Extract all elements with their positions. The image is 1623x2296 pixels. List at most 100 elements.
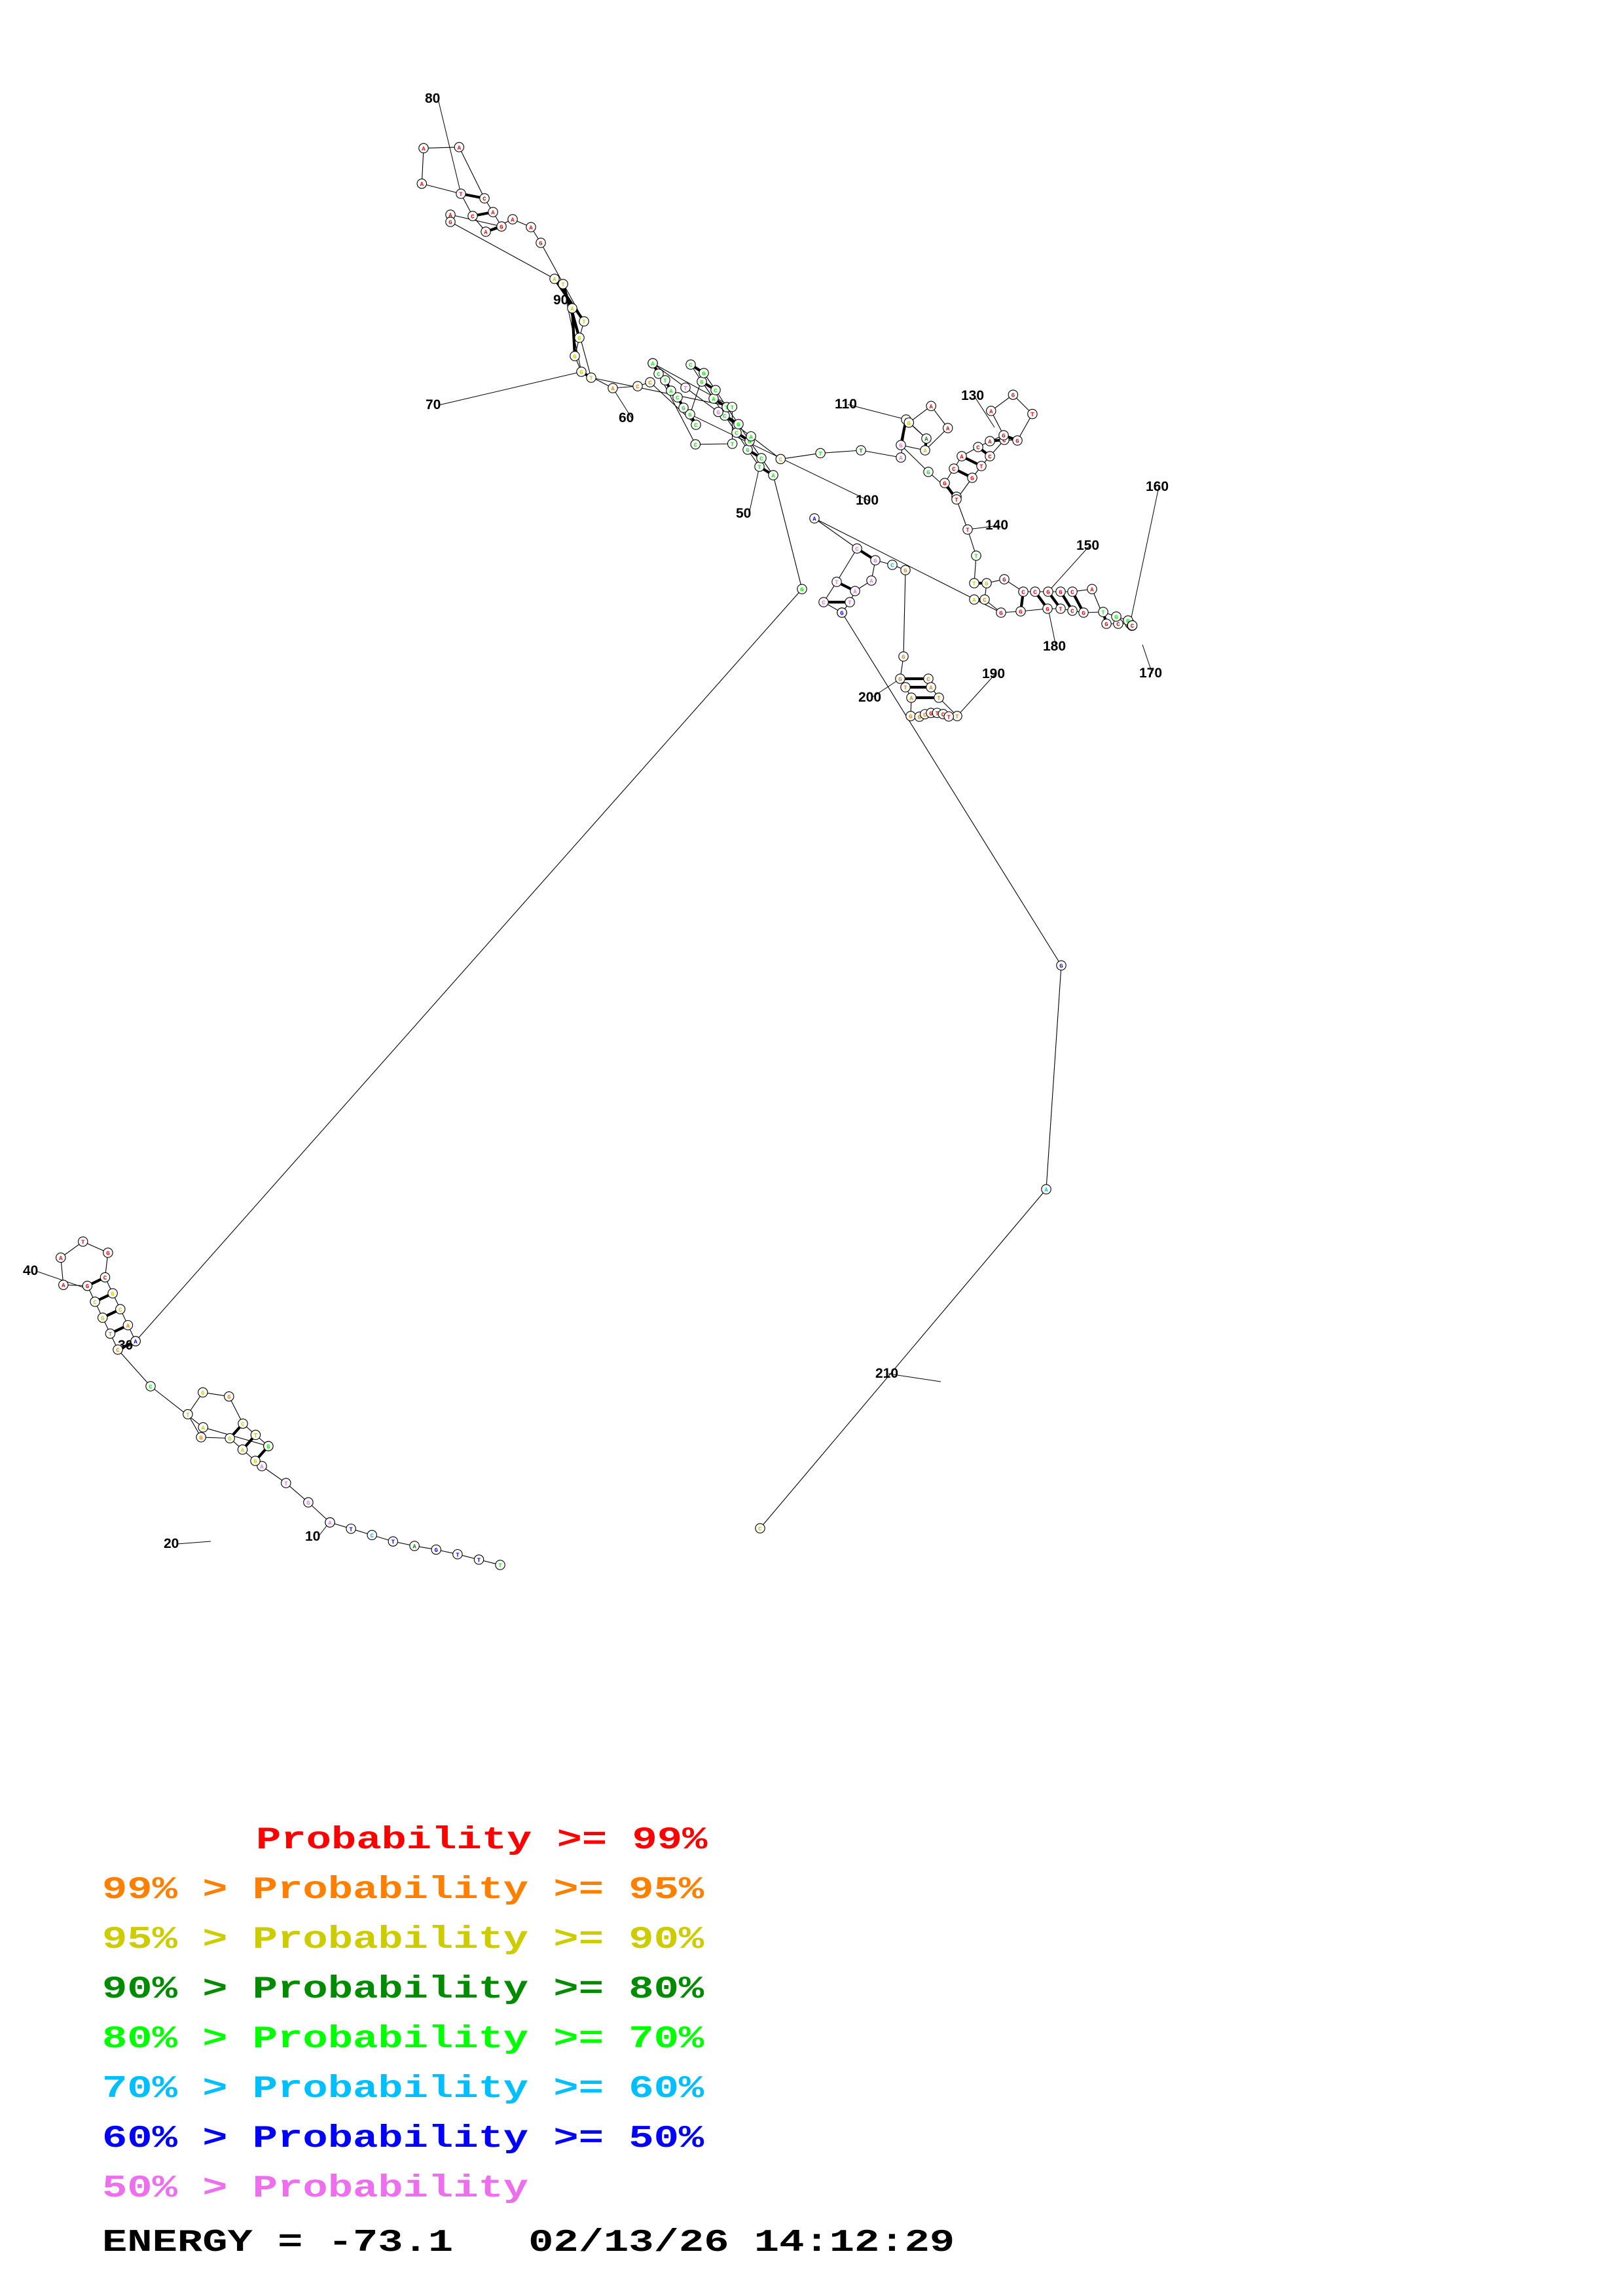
svg-text:G: G [873,558,877,565]
svg-text:T: T [937,696,941,702]
svg-text:C: C [759,456,763,463]
svg-text:C: C [983,598,987,604]
svg-text:T: T [284,1481,288,1488]
svg-text:G: G [898,677,902,683]
svg-text:C: C [103,1275,107,1282]
svg-text:A: A [511,217,515,224]
svg-text:A: A [712,397,716,403]
svg-text:G: G [434,1547,437,1554]
svg-text:A: A [972,598,976,604]
svg-text:G: G [702,371,705,378]
svg-text:T: T [684,386,687,392]
svg-text:A: A [458,145,462,151]
svg-text:A: A [669,389,673,395]
svg-text:G: G [985,581,988,588]
svg-text:110: 110 [835,397,857,412]
svg-text:210: 210 [875,1366,898,1381]
svg-text:T: T [974,554,978,560]
svg-text:C: C [1033,590,1037,596]
svg-text:G: G [700,380,703,386]
svg-text:A: A [869,579,873,585]
svg-text:A: A [749,434,753,440]
svg-text:G: G [253,1459,257,1465]
svg-text:G: G [800,587,803,594]
svg-text:80: 80 [425,91,440,106]
svg-text:C: C [93,1300,97,1306]
svg-text:G: G [737,422,740,429]
svg-text:70% > Probability >= 60%: 70% > Probability >= 60% [102,2072,704,2107]
svg-text:G: G [539,241,542,247]
svg-text:C: C [648,380,652,387]
svg-text:A: A [412,1544,416,1551]
svg-text:C: C [988,454,992,461]
svg-text:C: C [714,388,718,395]
svg-text:20: 20 [164,1536,179,1551]
svg-text:T: T [186,1412,190,1418]
svg-text:T: T [81,1240,85,1246]
svg-text:A: A [988,439,992,446]
svg-text:G: G [1012,393,1015,399]
svg-text:G: G [1059,590,1062,596]
svg-text:G: G [86,1283,89,1290]
svg-text:G: G [1114,615,1118,621]
svg-text:A: A [328,1520,332,1527]
svg-text:T: T [477,1558,481,1564]
svg-text:100: 100 [856,493,879,508]
svg-text:C: C [149,1384,153,1391]
svg-text:T: T [1101,610,1105,617]
svg-text:C: C [758,1526,762,1533]
svg-text:T: T [972,581,976,588]
svg-text:T: T [349,1526,353,1533]
svg-text:A: A [201,1425,205,1431]
svg-text:A: A [484,230,488,236]
svg-text:C: C [1070,590,1074,596]
svg-text:G: G [1082,611,1085,617]
svg-text:G: G [199,1435,202,1442]
svg-text:T: T [947,714,951,721]
svg-text:T: T [109,1331,113,1338]
svg-text:T: T [955,714,959,721]
svg-text:G: G [1019,609,1022,616]
svg-text:T: T [903,685,907,692]
svg-text:G: G [201,1390,204,1397]
svg-text:C: C [952,467,956,473]
svg-text:A: A [989,408,993,415]
svg-text:A: A [241,1447,245,1454]
svg-text:60: 60 [619,410,634,425]
svg-text:C: C [636,384,640,391]
svg-text:99% > Probability >= 95%: 99% > Probability >= 95% [102,1873,704,1908]
svg-text:C: C [241,1422,245,1428]
svg-text:70: 70 [426,397,441,412]
svg-text:T: T [731,442,735,448]
svg-text:A: A [924,437,928,443]
svg-text:T: T [835,580,839,586]
svg-text:G: G [999,611,1002,617]
svg-text:G: G [577,336,581,342]
svg-text:C: C [1021,590,1025,596]
svg-text:C: C [471,214,475,221]
svg-text:60% > Probability >= 50%: 60% > Probability >= 50% [102,2121,704,2157]
svg-text:C: C [1070,609,1074,615]
svg-text:80% > Probability >= 70%: 80% > Probability >= 70% [102,2022,704,2057]
svg-text:A: A [553,277,556,283]
svg-text:C: C [890,563,894,569]
svg-text:T: T [955,497,958,504]
svg-text:A: A [946,426,950,433]
svg-text:G: G [227,1394,230,1401]
svg-text:G: G [746,448,749,454]
svg-text:G: G [903,568,907,575]
svg-text:C: C [657,372,661,378]
svg-text:A: A [909,696,913,702]
svg-text:A: A [853,589,857,596]
svg-text:C: C [723,414,727,420]
svg-text:T: T [966,528,970,534]
svg-text:T: T [498,1563,502,1570]
svg-text:G: G [228,1436,231,1443]
svg-text:T: T [254,1433,258,1439]
svg-text:A: A [491,210,495,217]
svg-text:T: T [859,448,863,455]
svg-text:G: G [1046,590,1049,596]
svg-text:C: C [694,442,698,449]
svg-text:G: G [106,1251,109,1257]
svg-text:T: T [1030,412,1034,418]
